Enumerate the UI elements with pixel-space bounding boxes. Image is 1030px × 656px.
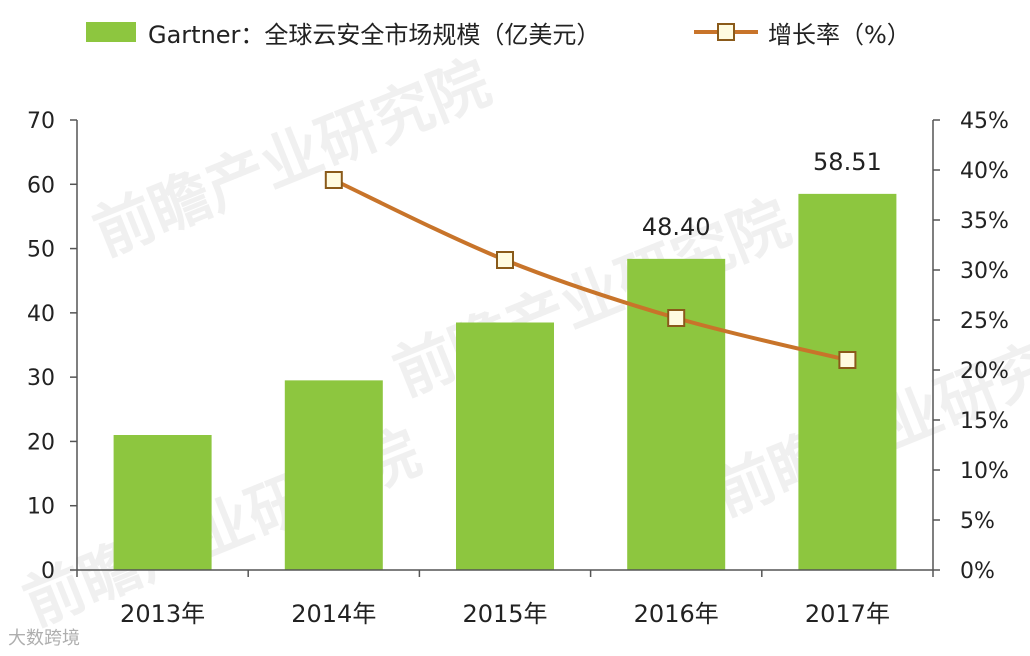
y-right-tick-label: 0% xyxy=(960,559,995,584)
bar-data-label: 58.51 xyxy=(813,148,882,176)
footer-watermark: 大数跨境 xyxy=(8,628,80,649)
y-right-tick-label: 30% xyxy=(960,259,1009,284)
legend-bar-series: Gartner：全球云安全市场规模（亿美元） xyxy=(86,14,600,50)
y-right-tick-label: 5% xyxy=(960,509,995,534)
bar-market-size xyxy=(798,193,897,570)
bar-market-size xyxy=(284,380,383,570)
growth-rate-line xyxy=(331,178,850,362)
legend-bar-swatch xyxy=(86,22,136,42)
y-left-tick-label: 40 xyxy=(27,302,55,327)
y-left-tick-label: 20 xyxy=(27,430,55,455)
legend-line-series: 增长率（%） xyxy=(694,14,911,50)
x-tick-label: 2017年 xyxy=(805,600,890,628)
y-left-tick-label: 70 xyxy=(27,109,55,134)
x-tick-label: 2013年 xyxy=(120,600,205,628)
growth-rate-marker xyxy=(667,309,686,327)
y-right-tick-label: 10% xyxy=(960,459,1009,484)
y-left-tick-label: 30 xyxy=(27,366,55,391)
y-left-tick-label: 60 xyxy=(27,173,55,198)
bar-market-size xyxy=(456,322,554,570)
bar-market-size xyxy=(627,258,726,570)
x-tick-label: 2015年 xyxy=(462,600,547,628)
legend-line-label: 增长率（%） xyxy=(768,20,911,49)
growth-rate-marker xyxy=(324,171,343,189)
y-right-tick-label: 20% xyxy=(960,359,1009,384)
y-right-tick-label: 25% xyxy=(960,309,1009,334)
x-tick-label: 2016年 xyxy=(634,600,719,628)
legend-bar-label: Gartner：全球云安全市场规模（亿美元） xyxy=(148,20,601,49)
y-right-tick-label: 40% xyxy=(960,159,1009,184)
growth-rate-marker xyxy=(496,251,514,269)
y-right-tick-label: 15% xyxy=(960,409,1009,434)
y-right-tick-label: 35% xyxy=(960,209,1009,234)
y-left-tick-label: 0 xyxy=(41,559,55,584)
growth-rate-marker xyxy=(838,351,857,369)
y-left-tick-label: 10 xyxy=(27,495,55,520)
legend-line-swatch xyxy=(694,22,758,42)
y-right-tick-label: 45% xyxy=(960,109,1009,134)
y-left-tick-label: 50 xyxy=(27,238,55,263)
bar-data-label: 48.40 xyxy=(642,213,711,241)
bar-market-size xyxy=(113,435,212,570)
x-tick-label: 2014年 xyxy=(291,600,376,628)
